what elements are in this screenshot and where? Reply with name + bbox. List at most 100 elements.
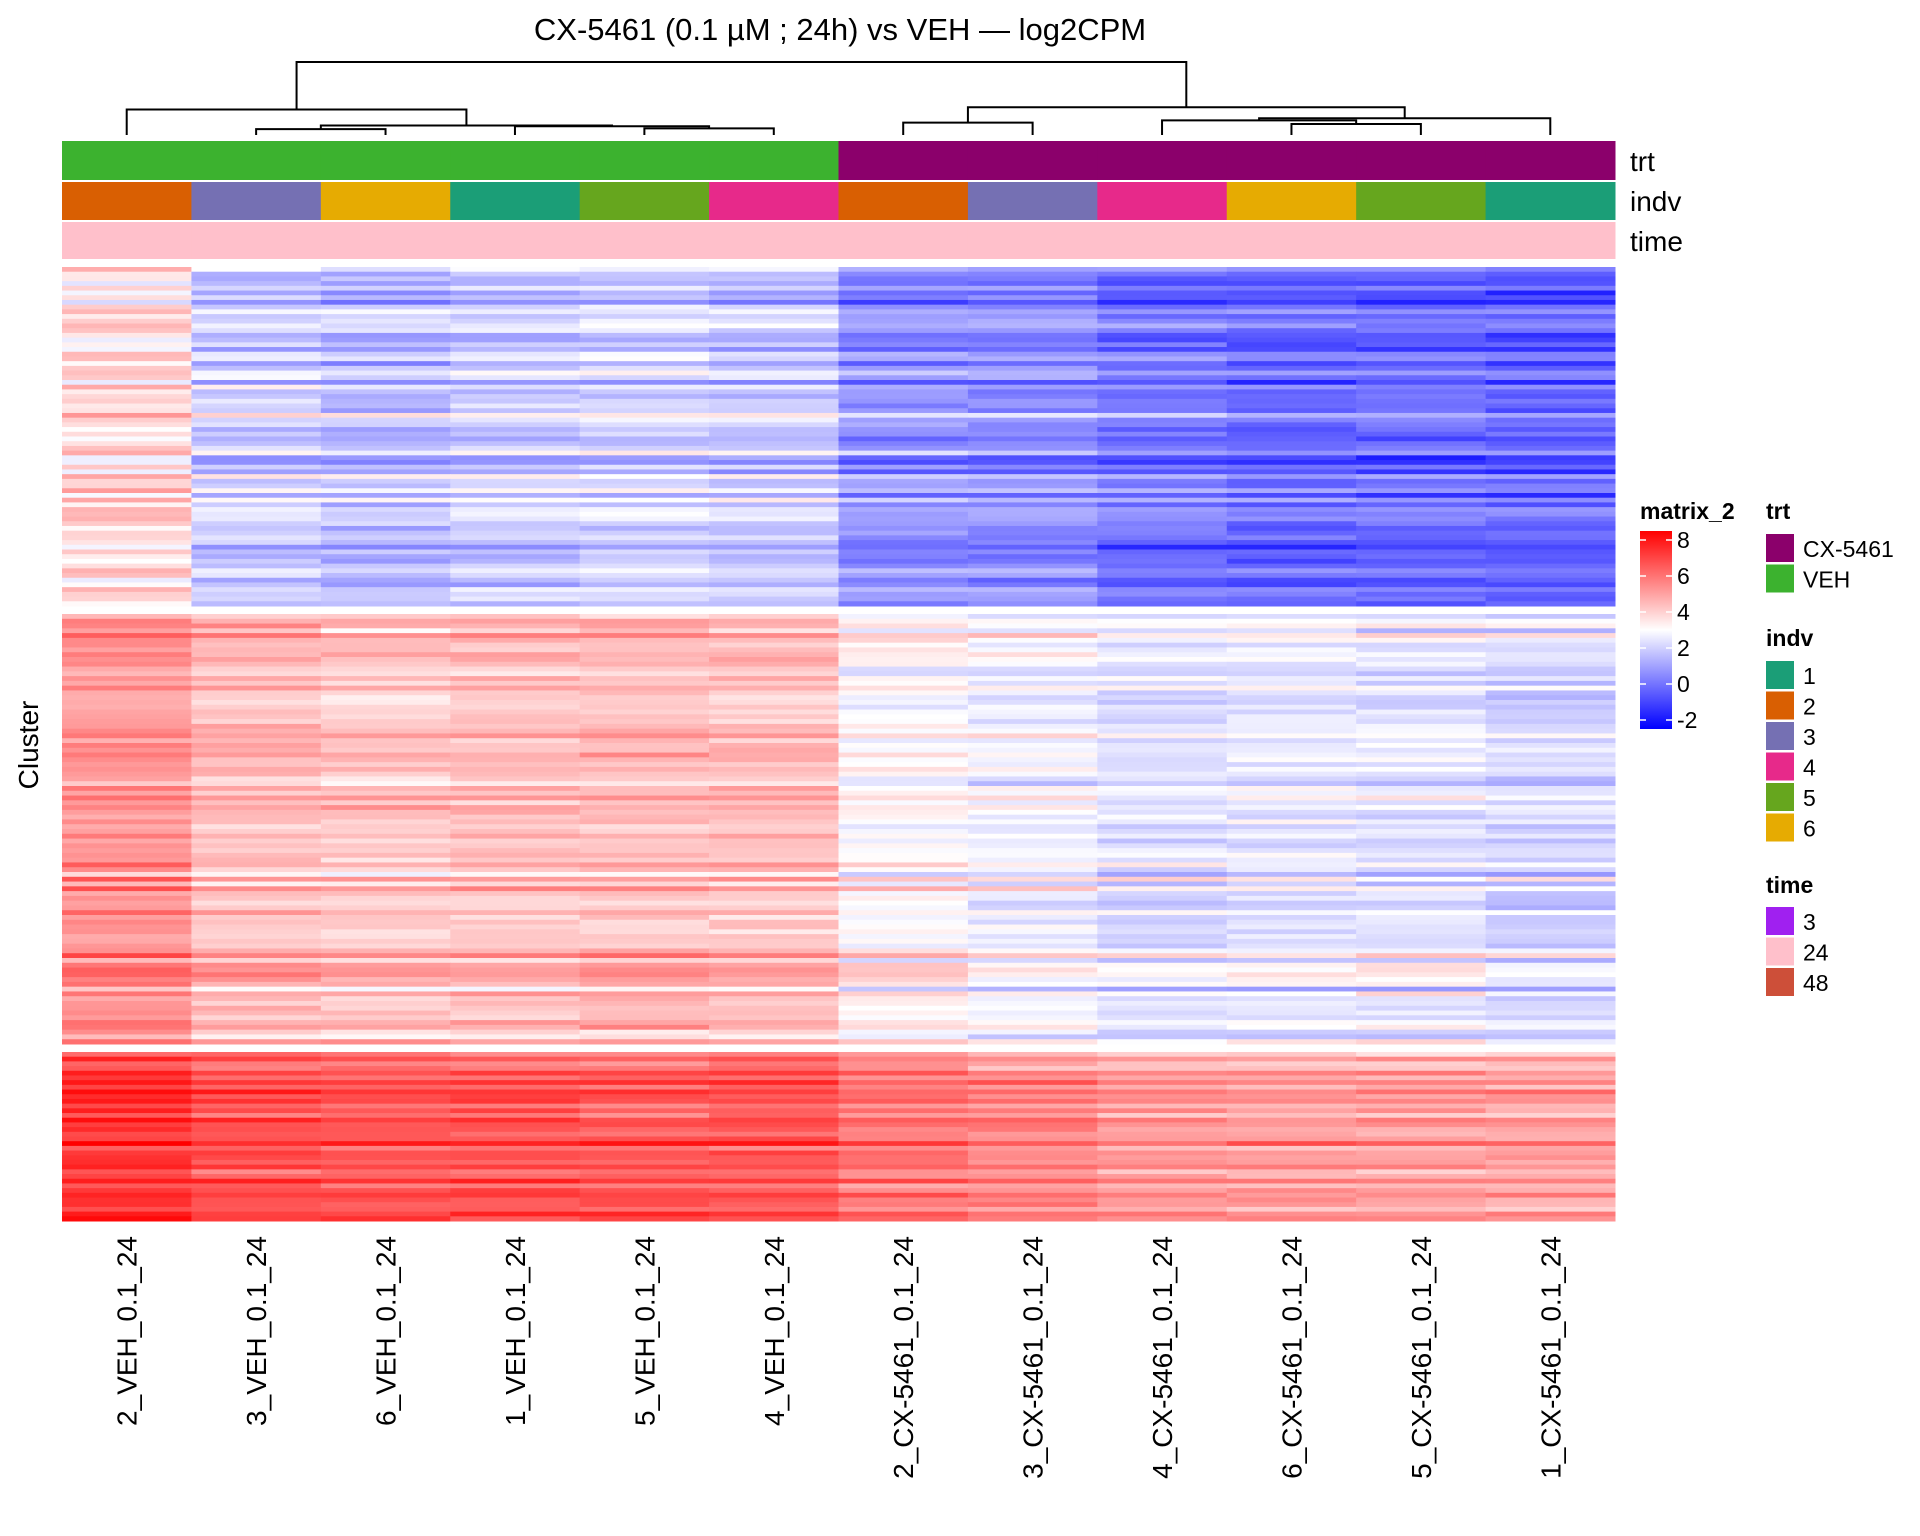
heatmap-cell — [320, 568, 451, 574]
heatmap-cell — [579, 427, 710, 433]
heatmap-cell — [709, 502, 839, 508]
heatmap-cell — [1356, 1141, 1487, 1147]
heatmap-cell — [579, 1094, 710, 1100]
heatmap-cell — [62, 1056, 192, 1062]
heatmap-cell — [967, 857, 1098, 863]
heatmap-cell — [1097, 714, 1228, 720]
heatmap-cell — [1485, 972, 1616, 978]
heatmap-cell — [709, 1192, 839, 1199]
heatmap-cell — [967, 1150, 1098, 1156]
heatmap-cell — [1097, 843, 1228, 849]
heatmap-cell — [320, 554, 451, 560]
heatmap-cell — [838, 464, 969, 470]
heatmap-cell — [967, 412, 1098, 419]
heatmap-cell — [1485, 676, 1616, 682]
heatmap-cell — [1097, 554, 1228, 560]
heatmap-cell — [450, 568, 581, 574]
heatmap-cell — [1485, 1066, 1616, 1072]
heatmap-cell — [1485, 848, 1616, 854]
heatmap-cell — [709, 1089, 839, 1095]
heatmap-cell — [1356, 309, 1487, 315]
heatmap-cell — [1356, 380, 1487, 386]
heatmap-cell — [1226, 332, 1357, 339]
heatmap-cell — [709, 948, 839, 954]
heatmap-cell — [1097, 666, 1228, 672]
heatmap-cell — [1485, 299, 1616, 306]
heatmap-cell — [450, 1159, 581, 1166]
heatmap-cell — [191, 271, 322, 277]
heatmap-cell — [450, 733, 581, 739]
heatmap-cell — [320, 676, 451, 682]
heatmap-cell — [1097, 771, 1228, 777]
heatmap-cell — [1485, 365, 1616, 372]
heatmap-cell — [191, 328, 322, 334]
heatmap-cell — [62, 332, 192, 339]
heatmap-cell — [62, 953, 192, 959]
heatmap-cell — [579, 540, 710, 546]
heatmap-cell — [579, 938, 710, 945]
heatmap-cell — [579, 587, 710, 593]
heatmap-cell — [1356, 577, 1487, 583]
heatmap-cell — [62, 525, 192, 532]
heatmap-cell — [1097, 719, 1228, 725]
heatmap-cell — [1097, 587, 1228, 593]
heatmap-cell — [709, 318, 839, 324]
heatmap-cell — [1356, 417, 1487, 423]
heatmap-cell — [967, 1052, 1098, 1058]
heatmap-cell — [1226, 690, 1357, 696]
heatmap-cell — [709, 819, 839, 825]
heatmap-cell — [450, 996, 581, 1002]
heatmap-cell — [191, 1020, 322, 1026]
heatmap-cell — [1356, 709, 1487, 715]
heatmap-cell — [1485, 958, 1616, 964]
heatmap-cell — [838, 1206, 969, 1213]
heatmap-cell — [1356, 915, 1487, 921]
heatmap-cell — [967, 929, 1098, 935]
heatmap-cell — [62, 938, 192, 945]
heatmap-cell — [1356, 700, 1487, 706]
heatmap-cell — [191, 431, 322, 437]
legend-label: 2 — [1803, 694, 1816, 720]
heatmap-cell — [709, 511, 839, 518]
heatmap-cell — [1485, 680, 1616, 687]
heatmap-cell — [579, 948, 710, 954]
heatmap-cell — [1356, 314, 1487, 320]
heatmap-cell — [320, 762, 451, 768]
heatmap-cell — [967, 328, 1098, 334]
heatmap-cell — [838, 394, 969, 400]
heatmap-cell — [62, 934, 192, 940]
heatmap-cell — [62, 1145, 192, 1152]
heatmap-cell — [1356, 342, 1487, 348]
heatmap-cell — [450, 276, 581, 282]
heatmap-cell — [62, 809, 192, 816]
heatmap-cell — [320, 365, 451, 372]
heatmap-cell — [1485, 474, 1616, 480]
heatmap-cell — [191, 704, 322, 711]
heatmap-cell — [191, 891, 322, 897]
heatmap-cell — [1485, 1136, 1616, 1142]
heatmap-cell — [579, 276, 710, 282]
heatmap-cell — [62, 618, 192, 625]
heatmap-cell — [967, 986, 1098, 992]
heatmap-cell — [709, 1159, 839, 1166]
heatmap-cell — [62, 488, 192, 494]
heatmap-cell — [191, 671, 322, 677]
heatmap-cell — [579, 535, 710, 541]
heatmap-cell — [1356, 422, 1487, 428]
heatmap-cell — [62, 733, 192, 739]
heatmap-cell — [1226, 809, 1357, 816]
heatmap-cell — [1097, 267, 1228, 273]
heatmap-cell — [1226, 502, 1357, 508]
heatmap-cell — [1356, 1015, 1487, 1021]
heatmap-cell — [1356, 488, 1487, 494]
heatmap-cell — [1485, 370, 1616, 376]
heatmap-cell — [62, 412, 192, 419]
heatmap-cell — [1097, 628, 1228, 634]
heatmap-cell — [1485, 757, 1616, 763]
heatmap-cell — [1097, 833, 1228, 840]
legend-swatch — [1766, 722, 1794, 750]
heatmap-cell — [709, 483, 839, 489]
heatmap-cell — [62, 962, 192, 969]
